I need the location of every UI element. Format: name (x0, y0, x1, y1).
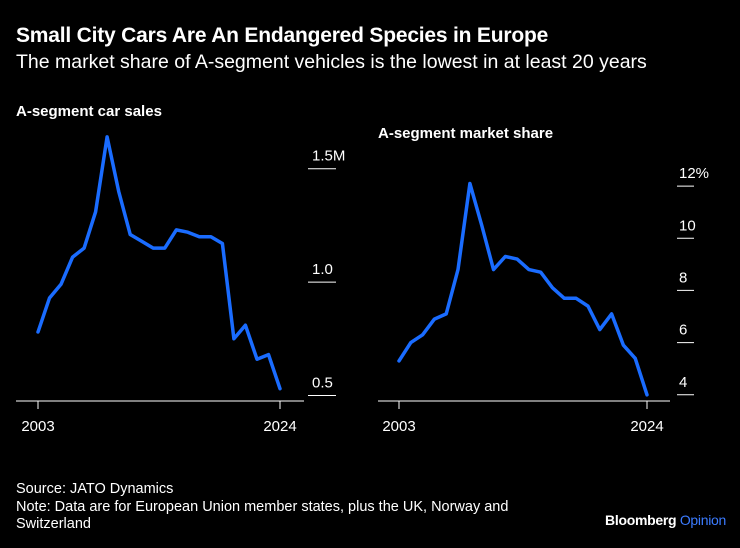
brand-suffix: Opinion (679, 512, 726, 528)
share-ytick-label: 6 (679, 322, 687, 339)
share-chart-title: A-segment market share (378, 125, 553, 142)
share-ytick-label: 12% (679, 165, 709, 182)
sales-ytick-label: 0.5 (312, 374, 333, 391)
chart-subtitle: The market share of A-segment vehicles i… (16, 51, 647, 73)
share-ytick-label: 10 (679, 217, 696, 234)
sales-ytick-label: 1.0 (312, 261, 333, 278)
sales-series-line (36, 135, 282, 391)
brand-name: Bloomberg (605, 512, 677, 528)
share-xtick-label: 2003 (382, 418, 415, 435)
sales-ytick-label: 1.5M (312, 148, 345, 165)
sales-xtick-label: 2024 (263, 418, 296, 435)
brand-logo: Bloomberg Opinion (605, 512, 726, 528)
footer-notes: Source: JATO Dynamics Note: Data are for… (16, 481, 576, 534)
chart-title: Small City Cars Are An Endangered Specie… (16, 24, 549, 47)
charts-canvas: A-segment car sales 0.5 1.0 1.5M 2003 2024 A-s… (16, 103, 709, 435)
sales-xtick-label: 2003 (21, 418, 54, 435)
share-xtick-label: 2024 (630, 418, 663, 435)
share-series-line (397, 181, 649, 397)
source-note: Source: JATO Dynamics (16, 481, 174, 497)
share-ytick-label: 4 (679, 374, 687, 391)
share-ytick-label: 8 (679, 269, 687, 286)
sales-chart-title: A-segment car sales (16, 103, 162, 120)
data-note: Note: Data are for European Union member… (16, 498, 509, 533)
